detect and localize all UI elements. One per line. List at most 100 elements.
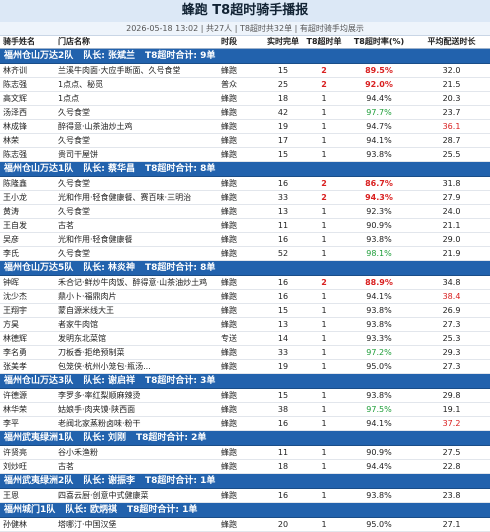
cell: 汤泽西 — [3, 108, 27, 117]
cell: 94.1% — [366, 136, 392, 145]
cell: 90.9% — [366, 448, 392, 457]
cell: 94.4% — [366, 462, 392, 471]
cell: 1 — [321, 221, 327, 230]
cell: 24.0 — [442, 207, 461, 216]
cell: 32.0 — [442, 66, 461, 75]
cell: 38.4 — [442, 292, 461, 301]
column-header: 时段 — [221, 37, 237, 46]
cell: 89.5% — [365, 66, 393, 75]
cell: 93.8% — [366, 306, 392, 315]
group-team: 福州武夷绿洲2队 — [4, 476, 74, 486]
title: 蜂跑 T8超时骑手播报 — [0, 0, 490, 22]
cell: 95.0% — [366, 520, 392, 529]
cell: 21.9 — [442, 249, 461, 258]
cell: 95.0% — [366, 362, 392, 371]
cell: 蜂跑 — [221, 491, 237, 500]
cell: 1 — [321, 150, 327, 159]
cell: 陈志强 — [3, 150, 27, 159]
cell: 古茗 — [58, 462, 74, 471]
cell: 15 — [277, 391, 289, 400]
cell: 33 — [277, 348, 289, 357]
group-team: 福州仓山万达3队 — [4, 376, 74, 386]
cell: 2 — [321, 179, 327, 188]
cell: 蜂跑 — [221, 419, 237, 428]
column-header: 骑手姓名 — [3, 37, 35, 46]
cell: 13 — [277, 207, 289, 216]
cell: 蜂跑 — [221, 320, 237, 329]
cell: 蜂跑 — [221, 462, 237, 471]
cell: 者家牛肉馆 — [58, 320, 98, 329]
cell: 蜂跑 — [221, 278, 237, 287]
cell: 李名勇 — [3, 348, 27, 357]
group-leader: 队长: 林炎神 — [83, 263, 135, 273]
table-row: 许德源 李罗多·率红梨顺麻辣烫 蜂跑 15 1 93.8% 29.8 — [0, 389, 490, 403]
cell: 34.8 — [442, 278, 461, 287]
cell: 蜂跑 — [221, 66, 237, 75]
group-header: 福州武夷绿洲1队 队长: 刘刚 T8超时合计: 2单 — [0, 431, 490, 446]
group-total: T8超时合计: 3单 — [145, 376, 216, 386]
cell: 姑娘手·肉夹馍·陕西面 — [58, 405, 136, 414]
table-row: 陈志强 1点点、秘觅 普众 25 2 92.0% 21.5 — [0, 78, 490, 92]
group-total: T8超时合计: 8单 — [145, 164, 216, 174]
group-header: 福州武夷绿洲2队 队长: 谢振李 T8超时合计: 1单 — [0, 474, 490, 489]
cell: 17 — [277, 136, 289, 145]
cell: 蜂跑 — [221, 136, 237, 145]
cell: 16 — [277, 419, 289, 428]
table-row: 黄涛 久号食堂 蜂跑 13 1 92.3% 24.0 — [0, 205, 490, 219]
table-row: 林成锋 醉得意·山茶油炒土鸡 蜂跑 19 1 94.7% 36.1 — [0, 120, 490, 134]
cell: 1 — [321, 108, 327, 117]
cell: 1 — [321, 320, 327, 329]
table-row: 王自发 古茗 蜂跑 11 1 90.9% 21.1 — [0, 219, 490, 233]
cell: 27.5 — [442, 448, 461, 457]
group-total: T8超时合计: 2单 — [136, 433, 207, 443]
cell: 1 — [321, 491, 327, 500]
group-header: 福州仓山万达1队 队长: 蔡华昌 T8超时合计: 8单 — [0, 162, 490, 177]
cell: 1 — [321, 235, 327, 244]
cell: 92.3% — [366, 207, 392, 216]
cell: 古茗 — [58, 221, 74, 230]
cell: 蜂跑 — [221, 150, 237, 159]
cell: 李罗多·率红梨顺麻辣烫 — [58, 391, 141, 400]
cell: 29.0 — [442, 235, 461, 244]
cell: 刘炒旺 — [3, 462, 27, 471]
cell: 蜂跑 — [221, 306, 237, 315]
cell: 29.8 — [442, 391, 461, 400]
cell: 1 — [321, 462, 327, 471]
cell: 许德源 — [3, 391, 27, 400]
cell: 93.3% — [366, 334, 392, 343]
cell: 钟晖 — [3, 278, 19, 287]
subtitle: 2026-05-18 13:02 | 共27人 | T8超时共32单 | 有超时… — [0, 22, 490, 36]
cell: 36.1 — [442, 122, 461, 131]
group-leader: 队长: 蔡华昌 — [83, 164, 135, 174]
cell: 1 — [321, 448, 327, 457]
cell: 高文辉 — [3, 94, 27, 103]
cell: 方昊 — [3, 320, 19, 329]
cell: 蜂跑 — [221, 207, 237, 216]
table-row: 林华荣 姑娘手·肉夹馍·陕西面 蜂跑 38 1 97.5% 19.1 — [0, 403, 490, 417]
cell: 沈少杰 — [3, 292, 27, 301]
cell: 蜂跑 — [221, 391, 237, 400]
table-row: 高文辉 1点点 蜂跑 18 1 94.4% 20.3 — [0, 92, 490, 106]
cell: 老阀北家蒸粉卤味·粉干 — [58, 419, 141, 428]
table-row: 林荣 久号食堂 蜂跑 17 1 94.1% 28.7 — [0, 134, 490, 148]
cell: 鼎小卜·福鼎肉片 — [58, 292, 117, 301]
cell: 19.1 — [442, 405, 461, 414]
cell: 27.1 — [442, 520, 461, 529]
cell: 20.3 — [442, 94, 461, 103]
table-row: 钟晖 禾合记·鲜炒牛肉饭、醉得意·山茶油炒土鸡 蜂跑 16 2 88.9% 34.8 — [0, 276, 490, 290]
cell: 26.9 — [442, 306, 461, 315]
cell: 久号食堂 — [58, 249, 90, 258]
cell: 包笼侠·杭州小笼包·瓶汤... — [58, 362, 151, 371]
cell: 16 — [277, 292, 289, 301]
cell: 22.8 — [442, 462, 461, 471]
cell: 93.8% — [366, 320, 392, 329]
cell: 吴彦 — [3, 235, 19, 244]
cell: 蜂跑 — [221, 122, 237, 131]
table-row: 陈隆鑫 久号食堂 蜂跑 16 2 86.7% 31.8 — [0, 177, 490, 191]
cell: 蜂跑 — [221, 94, 237, 103]
cell: 93.8% — [366, 491, 392, 500]
cell: 陈志强 — [3, 80, 27, 89]
table-row: 王小龙 光和作用·轻食健康餐、赛百味·三明治 蜂跑 33 2 94.3% 27.9 — [0, 191, 490, 205]
cell: 93.8% — [366, 150, 392, 159]
